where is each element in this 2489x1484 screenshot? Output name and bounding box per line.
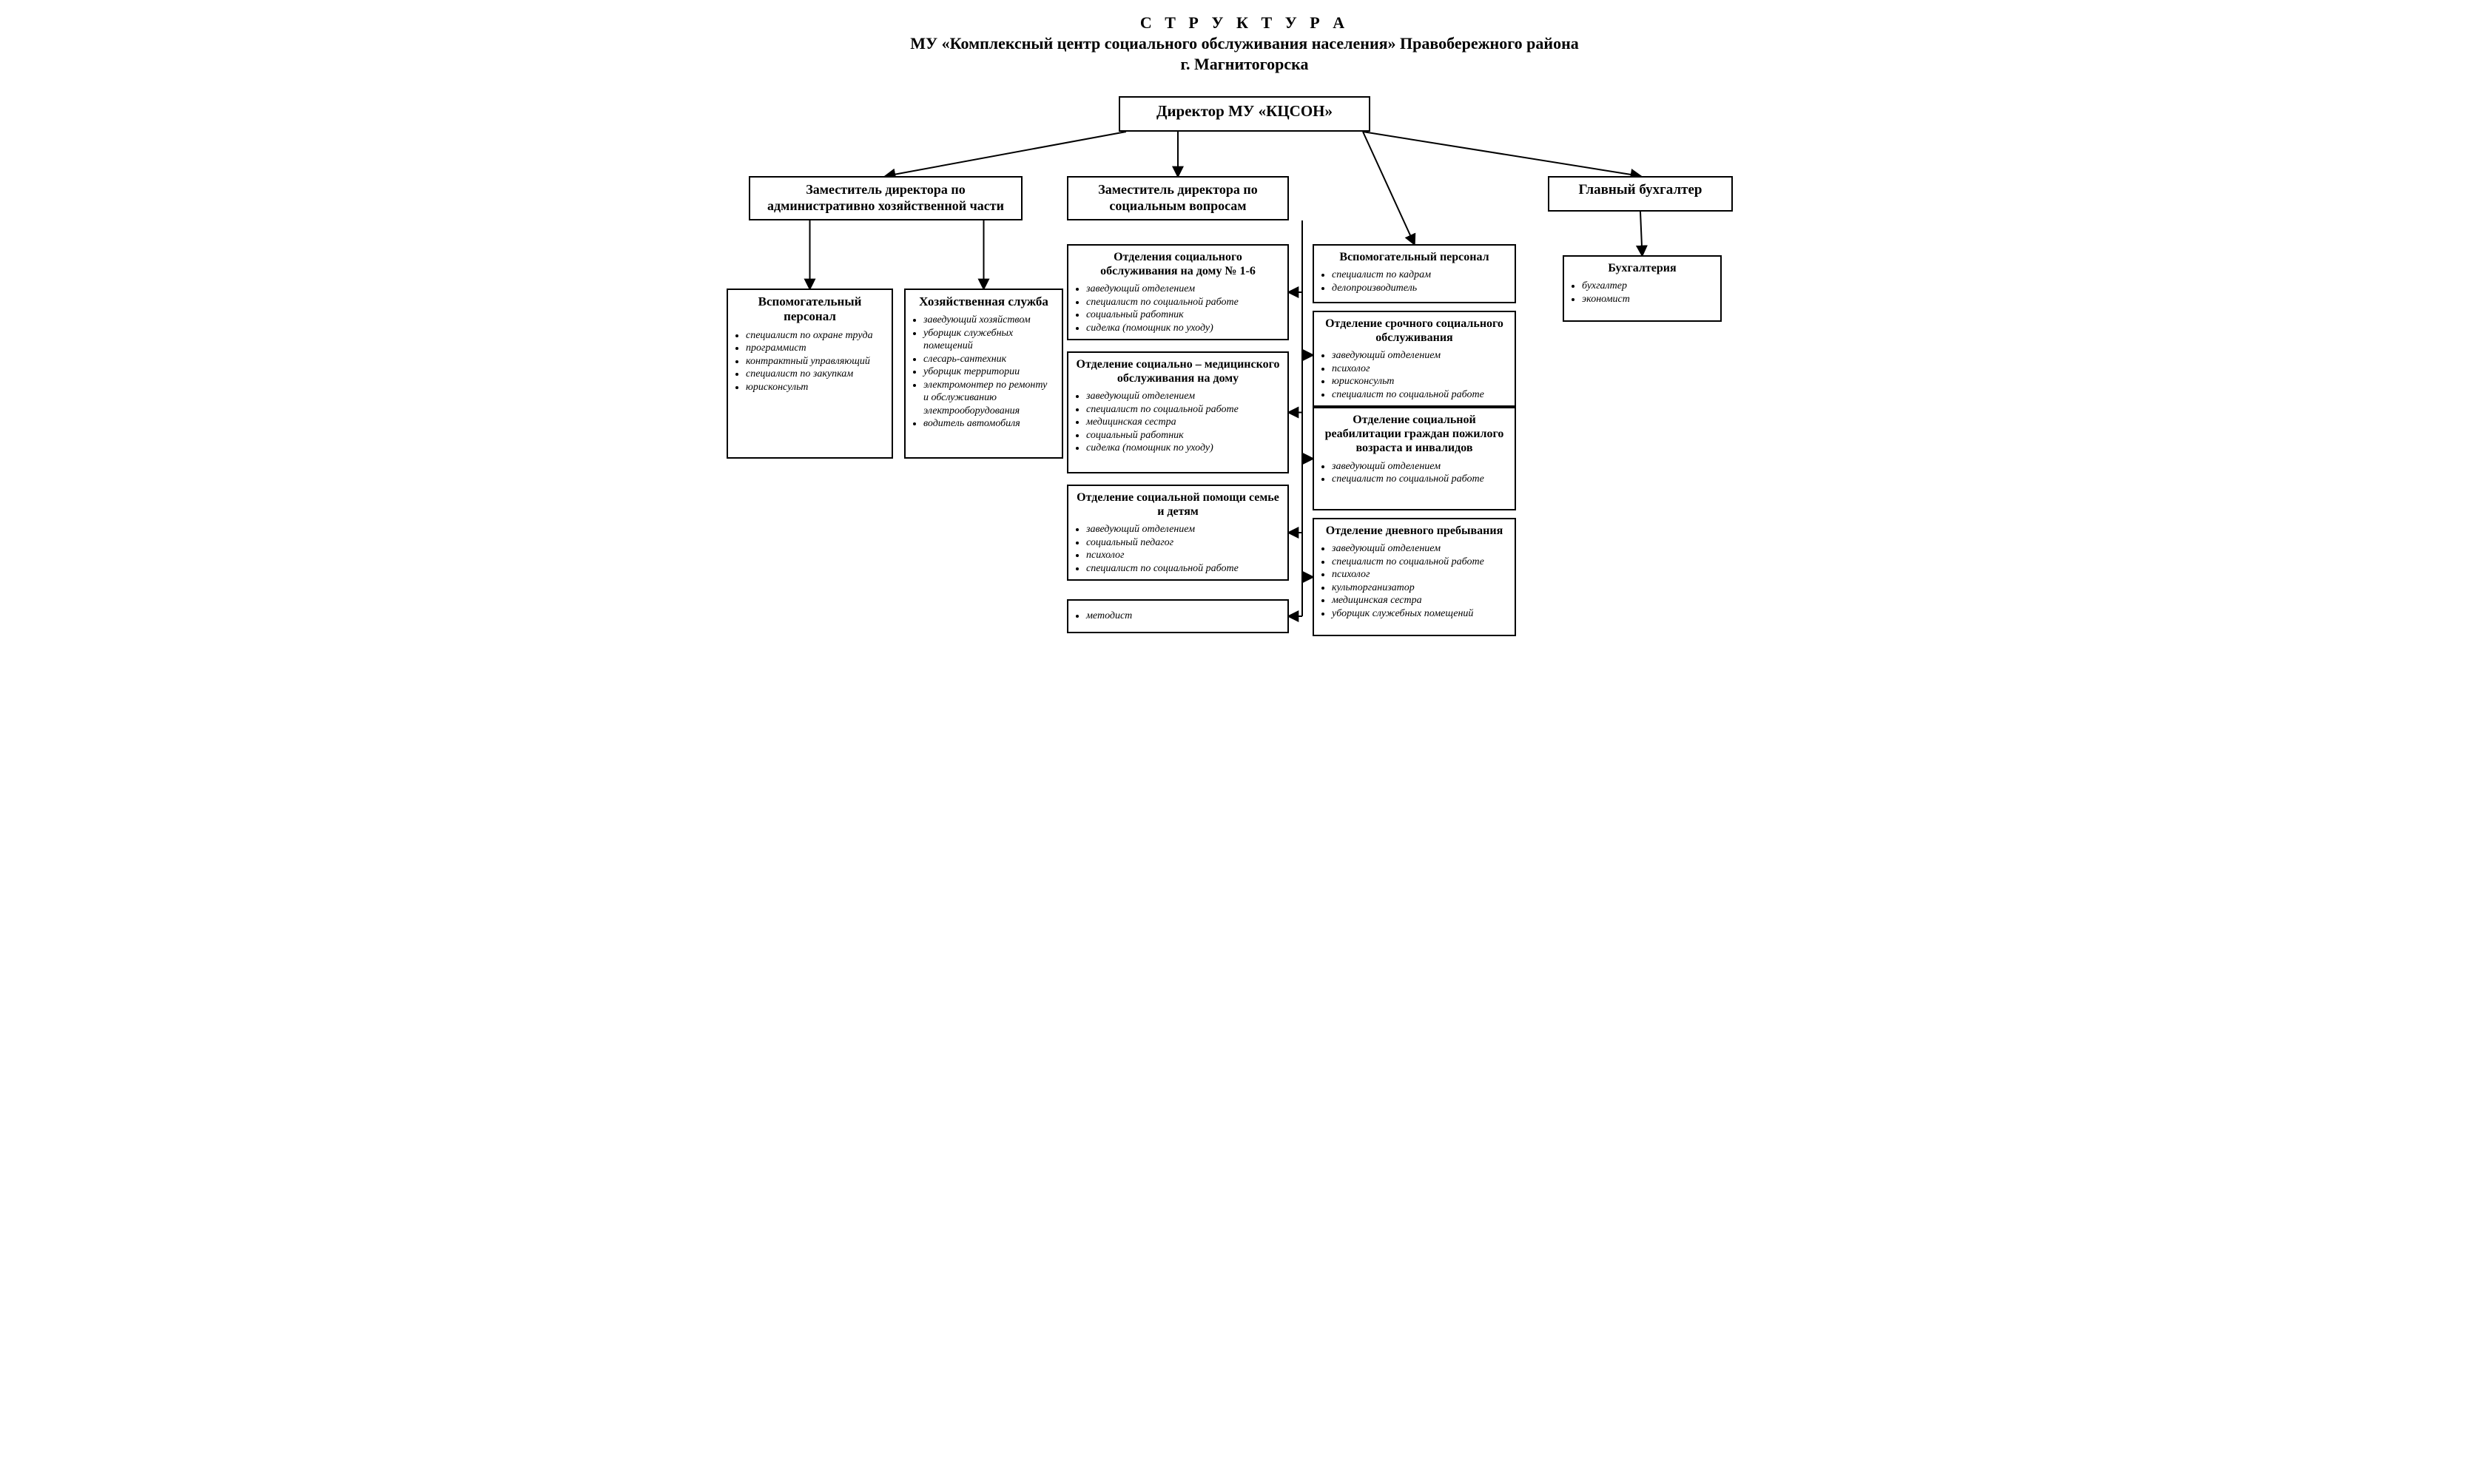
org-node-item: специалист по социальной работе [1086,562,1280,576]
org-node-dep_home: Отделения социального обслуживания на до… [1067,244,1289,340]
org-node-item: сиделка (помощник по уходу) [1086,442,1280,455]
org-node-title: Главный бухгалтер [1557,182,1724,199]
org-node-zam_admin: Заместитель директора по административно… [749,176,1023,220]
org-node-item: заведующий отделением [1086,390,1280,403]
org-node-director: Директор МУ «КЦСОН» [1119,96,1370,132]
org-node-item: уборщик служебных помещений [923,327,1054,353]
org-node-item: юрисконсульт [746,381,884,394]
org-node-title: Заместитель директора по административно… [758,182,1014,214]
org-node-item: психолог [1332,568,1507,581]
org-node-item: заведующий отделением [1086,523,1280,536]
org-node-dep_rehab: Отделение социальной реабилитации гражда… [1313,407,1516,510]
org-node-item: слесарь-сантехник [923,353,1054,366]
org-node-dep_method: методист [1067,599,1289,633]
org-node-title: Отделения социального обслуживания на до… [1076,250,1280,278]
org-node-glavbuh: Главный бухгалтер [1548,176,1733,212]
org-node-title: Вспомогательный персонал [735,294,884,325]
org-node-items: специалист по кадрамделопроизводитель [1321,269,1507,294]
org-node-item: специалист по социальной работе [1086,403,1280,416]
org-node-item: заведующий отделением [1086,283,1280,296]
org-node-item: уборщик территории [923,365,1054,379]
org-node-item: заведующий хозяйством [923,314,1054,327]
org-node-items: заведующий отделениемсоциальный педагогп… [1076,523,1280,575]
org-node-items: бухгалтерэкономист [1572,280,1713,306]
org-node-item: культорганизатор [1332,581,1507,595]
org-node-dep_day: Отделение дневного пребывания заведующий … [1313,518,1516,636]
org-node-aux_right: Вспомогательный персонал специалист по ка… [1313,244,1516,303]
org-node-items: заведующий отделениемспециалист по социа… [1321,542,1507,620]
org-node-title: Заместитель директора по социальным вопр… [1076,182,1280,214]
org-node-hoz: Хозяйственная служба заведующий хозяйство… [904,289,1063,459]
org-node-item: электромонтер по ремонту и обслуживанию … [923,379,1054,418]
org-node-item: заведующий отделением [1332,349,1507,362]
org-node-title: Директор МУ «КЦСОН» [1128,102,1361,121]
org-node-item: делопроизводитель [1332,282,1507,295]
org-node-zam_soc: Заместитель директора по социальным вопр… [1067,176,1289,220]
org-node-item: заведующий отделением [1332,460,1507,473]
org-node-item: специалист по социальной работе [1086,296,1280,309]
org-node-title: Отделение социальной реабилитации гражда… [1321,413,1507,456]
org-node-item: социальный педагог [1086,536,1280,550]
org-node-item: уборщик служебных помещений [1332,607,1507,621]
org-node-dep_urgent: Отделение срочного социального обслужива… [1313,311,1516,407]
org-node-item: специалист по охране труда [746,329,884,343]
org-node-item: психолог [1332,362,1507,376]
org-node-items: специалист по охране трудапрограммисткон… [735,329,884,394]
org-node-item: заведующий отделением [1332,542,1507,556]
org-node-title: Отделение социально – медицинского обслу… [1076,357,1280,385]
org-node-item: психолог [1086,549,1280,562]
org-node-item: специалист по социальной работе [1332,473,1507,486]
org-node-item: специалист по закупкам [746,368,884,381]
org-node-title: Вспомогательный персонал [1321,250,1507,264]
org-node-title: Хозяйственная служба [913,294,1054,309]
org-node-items: методист [1076,610,1280,623]
org-node-dep_family: Отделение социальной помощи семье и детя… [1067,485,1289,581]
org-node-item: социальный работник [1086,308,1280,322]
org-node-items: заведующий отделениемспециалист по социа… [1076,283,1280,334]
org-node-title: Бухгалтерия [1572,261,1713,275]
org-node-items: заведующий отделениемпсихологюрисконсуль… [1321,349,1507,401]
org-node-title: Отделение дневного пребывания [1321,524,1507,538]
org-node-item: медицинская сестра [1332,594,1507,607]
org-node-item: медицинская сестра [1086,416,1280,429]
org-node-item: юрисконсульт [1332,375,1507,388]
org-node-items: заведующий отделениемспециалист по социа… [1321,460,1507,486]
org-node-item: сиделка (помощник по уходу) [1086,322,1280,335]
page-title-line2: МУ «Комплексный центр социального обслуж… [697,34,1792,53]
org-node-item: водитель автомобиля [923,417,1054,431]
page-title-line1: С Т Р У К Т У Р А [697,13,1792,33]
page-title-line3: г. Магнитогорска [697,55,1792,74]
org-node-items: заведующий хозяйствомуборщик служебных п… [913,314,1054,431]
org-node-dep_med: Отделение социально – медицинского обслу… [1067,351,1289,473]
org-node-item: социальный работник [1086,429,1280,442]
org-node-title: Отделение срочного социального обслужива… [1321,317,1507,345]
org-node-item: специалист по кадрам [1332,269,1507,282]
org-node-items: заведующий отделениемспециалист по социа… [1076,390,1280,455]
org-node-title: Отделение социальной помощи семье и детя… [1076,490,1280,519]
org-node-item: программист [746,342,884,355]
org-node-buh: Бухгалтерия бухгалтерэкономист [1563,255,1722,322]
org-node-item: бухгалтер [1582,280,1713,293]
org-node-item: контрактный управляющий [746,355,884,368]
org-node-item: методист [1086,610,1280,623]
org-node-item: специалист по социальной работе [1332,388,1507,402]
org-node-item: экономист [1582,293,1713,306]
org-node-item: специалист по социальной работе [1332,556,1507,569]
org-node-aux_left: Вспомогательный персонал специалист по ох… [727,289,893,459]
